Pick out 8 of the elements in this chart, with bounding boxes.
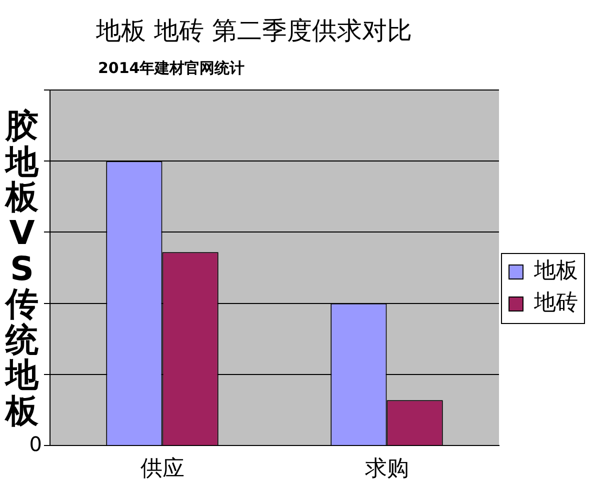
- legend-label: 地砖: [533, 290, 578, 316]
- x-tick-label: 求购: [364, 456, 409, 482]
- chart-subtitle: 2014年建材官网统计: [98, 59, 245, 78]
- text: 胶地板VS传统地板: [6, 106, 38, 430]
- legend-label: 地板: [533, 258, 578, 284]
- chart-title: 地板 地砖 第二季度供求对比: [96, 15, 412, 47]
- text: 0: [29, 432, 42, 456]
- x-tick-label: 供应: [140, 456, 184, 482]
